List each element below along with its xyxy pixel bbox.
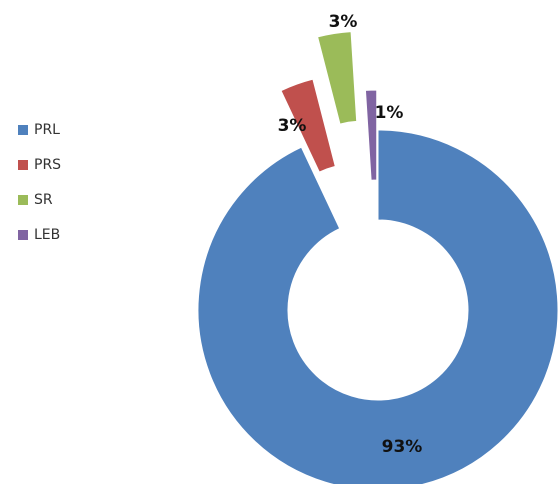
data-label: 93% xyxy=(382,437,423,457)
donut-slice xyxy=(280,78,336,173)
donut-slice xyxy=(197,129,559,484)
legend-text: SR xyxy=(34,192,53,208)
donut-slice xyxy=(364,89,378,181)
donut-slice xyxy=(316,31,358,125)
data-label: 3% xyxy=(278,116,307,136)
legend-swatch xyxy=(18,125,28,135)
data-label: 3% xyxy=(329,12,358,32)
legend-text: PRL xyxy=(34,122,60,138)
legend-swatch xyxy=(18,230,28,240)
legend-swatch xyxy=(18,195,28,205)
legend-text: PRS xyxy=(34,157,61,173)
legend-swatch xyxy=(18,160,28,170)
legend-text: LEB xyxy=(34,227,60,243)
data-label: 1% xyxy=(375,103,404,123)
